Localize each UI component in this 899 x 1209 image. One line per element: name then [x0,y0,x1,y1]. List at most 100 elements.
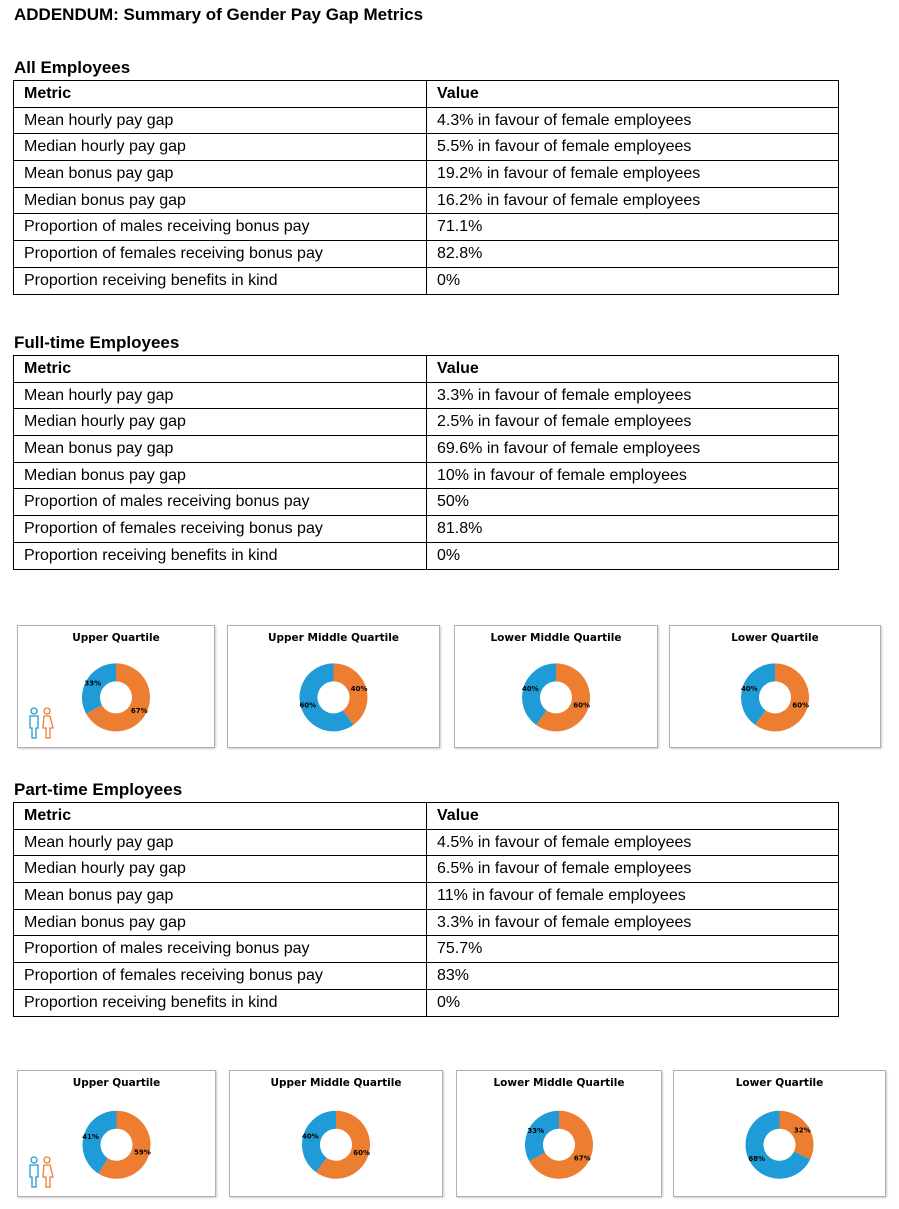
segment-label: 40% [522,685,539,693]
table-cell: 4.3% in favour of female employees [426,106,839,135]
segment-label: 40% [302,1132,319,1140]
segment-label: 60% [573,702,590,710]
donut-segment [302,1110,336,1173]
table-cell: Proportion of females receiving bonus pa… [13,240,427,268]
donut-segment [525,1110,559,1162]
section-heading: All Employees [14,58,131,77]
table-row: Median bonus pay gap 3.3% in favour of fe… [13,908,839,937]
donut-segment [741,663,775,725]
table-cell: Proportion of males receiving bonus pay [13,488,427,517]
female-icon-body [42,1164,54,1188]
donut-segment [529,1110,593,1179]
table-cell: 5.5% in favour of female employees [426,133,839,162]
table-row: Median bonus pay gap 10% in favour of fem… [13,461,839,490]
table-cell: 10% in favour of female employees [426,461,839,490]
segment-label: 68% [748,1155,765,1163]
table-row: Proportion receiving benefits in kind 0% [13,266,839,295]
table-row: Proportion of males receiving bonus pay 7… [13,213,839,242]
table-cell: 6.5% in favour of female employees [426,855,839,884]
table-row: Proportion of males receiving bonus pay 5… [13,488,839,517]
table-cell: 19.2% in favour of female employees [426,160,839,188]
female-icon-head [43,707,51,715]
segment-label: 67% [131,707,148,715]
chart-card: Upper Quartile 67% 33% [17,625,215,748]
table-cell: Mean bonus pay gap [13,882,427,910]
table-row: Mean bonus pay gap 19.2% in favour of fem… [13,160,839,188]
segment-label: 33% [84,680,101,688]
table-cell: Mean hourly pay gap [13,381,427,410]
table-cell: Mean bonus pay gap [13,160,427,188]
table-row: Proportion of females receiving bonus pa… [13,962,839,990]
table-cell: Proportion of males receiving bonus pay [13,213,427,242]
donut-segment [82,1110,117,1174]
segment-label: 67% [574,1154,591,1162]
chart-title: Upper Middle Quartile [271,1077,402,1089]
table-row: Proportion of females receiving bonus pa… [13,515,839,543]
table-row: Median hourly pay gap 2.5% in favour of f… [13,408,839,437]
table-row: Median hourly pay gap 6.5% in favour of f… [13,855,839,884]
table-cell: Median bonus pay gap [13,461,427,490]
table-cell: Mean hourly pay gap [13,106,427,135]
segment-label: 40% [351,685,368,693]
chart-card: Upper Quartile 59% 41% [17,1070,216,1197]
donut-segment [779,1110,814,1160]
chart-title: Upper Middle Quartile [268,632,399,644]
table-cell: 50% [426,488,839,517]
header-cell: Metric [13,802,427,830]
table-cell: Mean hourly pay gap [13,828,427,857]
header-row: Metric Value [13,80,839,108]
male-icon-body [29,1164,39,1188]
table-cell: 0% [426,988,839,1017]
table-row: Median bonus pay gap 16.2% in favour of f… [13,186,839,215]
table-cell: Median hourly pay gap [13,408,427,437]
header-cell: Metric [13,80,427,108]
table-cell: 0% [426,266,839,295]
metrics-table: Metric Value Mean hourly pay gap 3.3% in fa… [13,355,839,570]
table-row: Proportion receiving benefits in kind 0% [13,988,839,1017]
chart-title: Lower Middle Quartile [490,632,621,644]
male-icon-head [30,1156,38,1164]
table-row: Proportion of females receiving bonus pa… [13,240,839,268]
chart-card: Upper Middle Quartile 40% 60% [227,625,440,748]
chart-card: Lower Middle Quartile 60% 40% [454,625,658,748]
table-cell: Median bonus pay gap [13,908,427,937]
table-row: Mean hourly pay gap 3.3% in favour of fem… [13,381,839,410]
segment-label: 60% [792,702,809,710]
segment-label: 59% [134,1148,151,1156]
table-cell: Proportion of females receiving bonus pa… [13,962,427,990]
donut-segment [98,1110,151,1179]
table-cell: 81.8% [426,515,839,543]
table-cell: Proportion of males receiving bonus pay [13,935,427,964]
table-cell: Proportion receiving benefits in kind [13,541,427,570]
donut-segment [82,663,117,714]
table-cell: Median hourly pay gap [13,855,427,884]
header-cell: Value [426,80,839,108]
table-row: Mean bonus pay gap 69.6% in favour of fem… [13,435,839,463]
table-row: Proportion receiving benefits in kind 0% [13,541,839,570]
header-cell: Value [426,802,839,830]
donut-segment [536,663,590,732]
section-heading: Part-time Employees [14,780,183,799]
chart-title: Lower Middle Quartile [493,1077,624,1089]
chart-title: Lower Quartile [731,632,819,644]
chart-title: Upper Quartile [72,632,160,644]
document-title: ADDENDUM: Summary of Gender Pay Gap Metr… [14,5,424,24]
donut-segment [745,1110,811,1179]
header-row: Metric Value [13,355,839,383]
table-cell: Proportion of females receiving bonus pa… [13,515,427,543]
donut-segment [86,663,150,732]
table-cell: Mean bonus pay gap [13,435,427,463]
table-cell: Proportion receiving benefits in kind [13,266,427,295]
table-cell: 69.6% in favour of female employees [426,435,839,463]
table-cell: Proportion receiving benefits in kind [13,988,427,1017]
header-cell: Value [426,355,839,383]
table-cell: 4.5% in favour of female employees [426,828,839,857]
female-icon-body [42,715,54,739]
donut-segment [522,663,556,725]
table-cell: 0% [426,541,839,570]
table-cell: 71.1% [426,213,839,242]
male-icon-body [29,715,39,739]
table-row: Median hourly pay gap 5.5% in favour of f… [13,133,839,162]
metrics-table: Metric Value Mean hourly pay gap 4.3% in fa… [13,80,839,295]
